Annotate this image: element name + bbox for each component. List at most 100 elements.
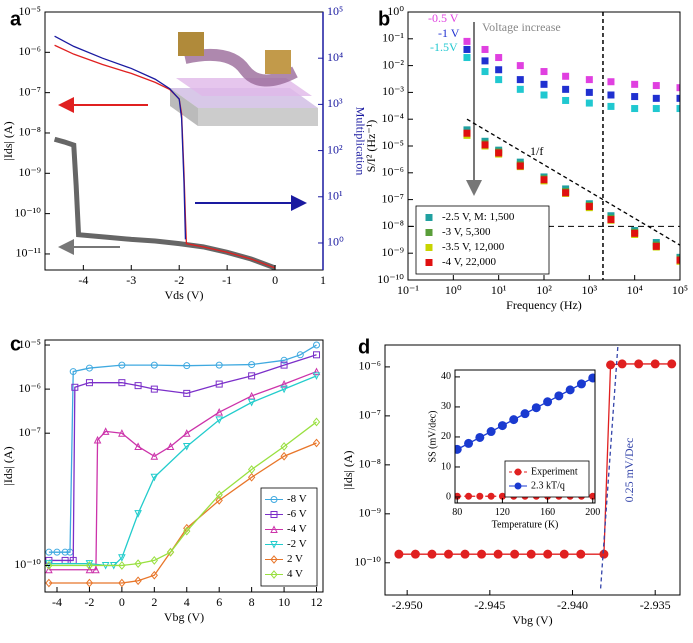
data-point [134,559,142,569]
data-point [631,229,639,237]
y-tick-label: 10 [441,461,451,472]
data-point [631,80,639,88]
legend-label: -8 V [287,493,307,505]
data-point [463,45,471,53]
data-point [215,495,223,505]
data-point [562,189,570,197]
data-point [516,85,524,93]
data-point [562,85,570,93]
panel-letter: a [10,8,22,30]
x-tick-label: 10⁴ [627,283,643,297]
data-point [150,361,158,369]
data-point [540,80,548,88]
data-point [495,76,503,84]
data-point [312,438,321,448]
data-point [631,93,639,101]
series-label: 1/f [530,144,543,158]
data-point [85,578,94,588]
y-tick-label: 10⁻⁵ [18,4,41,18]
data-point [565,385,575,395]
plot-area [53,35,276,270]
data-point [150,473,159,482]
device-illustration [170,32,318,126]
data-point [576,379,586,389]
x-axis-label: Frequency (Hz) [506,298,582,312]
data-point [652,82,660,90]
series-label: -1.5V [430,40,458,54]
data-point [118,561,126,570]
data-point [215,408,224,416]
x-axis-label: Vbg (V) [164,610,204,624]
data-point [312,372,321,380]
data-point [150,556,158,565]
y2-tick-label: 10⁴ [327,50,343,64]
y-tick-label: 10⁻⁶ [381,165,404,179]
data-point [676,105,680,113]
data-point [585,76,593,84]
data-point [215,416,224,425]
data-point [516,62,524,70]
data-point [607,78,615,86]
data-point [676,94,680,102]
data-point [540,176,548,184]
data-point [497,421,507,431]
y-tick-label: 10⁻¹⁰ [377,272,404,286]
x-axis-label: Vbg (V) [512,613,552,627]
y-tick-label: 10⁻¹ [382,31,404,45]
x-tick-label: 0 [272,273,278,287]
data-point [166,547,175,557]
y2-axis-label: Multiplication [353,107,367,176]
data-point [134,442,142,450]
data-point [118,429,126,437]
data-point [481,45,489,53]
data-point [559,549,569,559]
x-tick-label: 1 [320,273,326,287]
data-point [215,361,223,369]
x-tick-label: 10 [278,595,290,609]
y-tick-label: 10⁻⁶ [18,44,41,58]
y-axis-label: |Ids| (A) [1,446,15,485]
y-axis-label: SS (mV/dec) [427,411,438,463]
data-point [652,105,660,113]
data-point [85,561,94,570]
data-point [45,561,53,570]
data-point [118,578,126,588]
data-point [134,382,142,390]
data-point [667,359,677,369]
legend-label: -2 V [287,538,307,550]
data-point [150,452,159,460]
data-point [585,99,593,107]
plot-frame [454,369,596,504]
legend-label: 2.3 kT/q [531,480,565,491]
data-point [509,415,519,425]
legend-marker [270,570,278,579]
x-tick-label: -2.940 [557,598,588,612]
y-tick-label: 10⁻³ [382,84,404,98]
series-line [48,421,317,567]
data-point [562,72,570,80]
legend-label: -4 V [287,523,307,535]
series-line [48,370,317,571]
legend-box [504,460,590,498]
panel-letter: d [358,336,370,358]
y2-tick-label: 10⁰ [327,235,344,249]
y-tick-label: 10⁻² [382,57,404,71]
x-tick-label: 200 [585,507,600,518]
y-tick-label: 10⁻¹⁰ [14,557,41,571]
x-tick-label: -2.945 [474,598,505,612]
data-point [93,435,102,444]
legend-label: -4 V, 22,000 [442,256,496,268]
y-tick-label: 10⁻⁹ [381,245,404,259]
data-point [182,442,191,451]
x-tick-label: -2 [174,273,184,287]
series-line [599,345,619,589]
plot-frame [384,344,681,596]
y-axis-label: |Ids| (A) [341,450,355,489]
data-point [540,91,548,99]
data-point [652,242,660,250]
data-point [463,37,471,45]
data-point [45,578,53,588]
data-point [85,565,94,574]
x-tick-label: 10⁰ [445,283,462,297]
y-tick-label: 10⁻¹⁰ [14,205,41,219]
